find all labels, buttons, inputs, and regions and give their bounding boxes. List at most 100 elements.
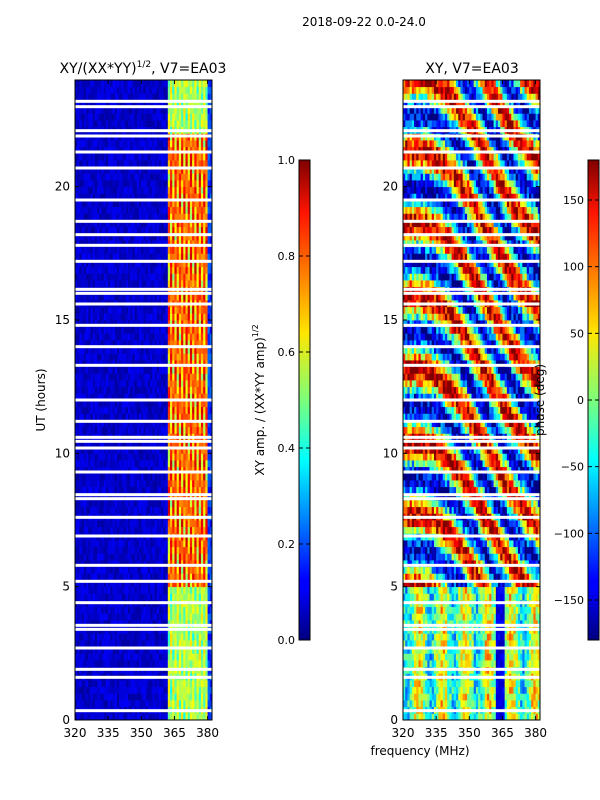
amplitude-cell (75, 373, 78, 381)
amplitude-cell (128, 413, 131, 421)
amplitude-cell (79, 580, 83, 588)
amplitude-cell (125, 520, 129, 528)
amplitude-cell (92, 573, 96, 581)
amplitude-cell (125, 280, 129, 288)
amplitude-cell (77, 293, 80, 301)
amplitude-cell (154, 186, 158, 194)
amplitude-cell (205, 580, 208, 588)
amplitude-cell (145, 273, 149, 281)
amplitude-cell (110, 366, 113, 374)
amplitude-cell (97, 373, 100, 381)
amplitude-cell (200, 700, 204, 708)
amplitude-cell (116, 340, 120, 348)
amplitude-cell (75, 213, 78, 221)
amplitude-cell (167, 326, 171, 334)
amplitude-cell (192, 386, 195, 394)
amplitude-cell (167, 573, 171, 581)
amplitude-cell (163, 206, 166, 214)
amplitude-cell (110, 253, 113, 261)
amplitude-cell (77, 686, 80, 694)
amplitude-cell (128, 700, 131, 708)
amplitude-cell (75, 273, 78, 281)
amplitude-cell (83, 546, 87, 554)
amplitude-cell (81, 526, 85, 534)
amplitude-cell (134, 320, 138, 328)
amplitude-cell (165, 526, 169, 534)
amplitude-cell (207, 560, 211, 568)
amplitude-cell (114, 340, 118, 348)
amplitude-cell (194, 646, 197, 654)
amplitude-cell (161, 326, 164, 334)
amplitude-cell (150, 453, 153, 461)
amplitude-cell (79, 200, 83, 208)
amplitude-cell (203, 393, 206, 401)
amplitude-cell (167, 420, 171, 428)
amplitude-cell (172, 413, 175, 421)
amplitude-cell (94, 660, 98, 668)
amplitude-cell (165, 546, 169, 554)
amplitude-cell (92, 406, 96, 414)
amplitude-cell (189, 553, 193, 561)
amplitude-cell (123, 713, 127, 720)
amplitude-cell (116, 400, 120, 408)
amplitude-cell (125, 393, 129, 401)
amplitude-cell (176, 440, 180, 448)
amplitude-cell (88, 213, 91, 221)
amplitude-cell (79, 246, 83, 254)
amplitude-cell (154, 713, 158, 720)
amplitude-cell (192, 553, 195, 561)
amplitude-cell (130, 620, 133, 628)
amplitude-cell (158, 386, 162, 394)
amplitude-cell (203, 280, 206, 288)
amplitude-cell (165, 406, 169, 414)
amplitude-cell (94, 186, 98, 194)
amplitude-cell (150, 360, 153, 368)
amplitude-cell (185, 360, 189, 368)
amplitude-cell (125, 240, 129, 248)
amplitude-cell (163, 273, 166, 281)
amplitude-cell (141, 213, 144, 221)
amplitude-cell (83, 293, 87, 301)
amplitude-cell (170, 386, 173, 394)
amplitude-cell (143, 700, 147, 708)
amplitude-cell (105, 386, 109, 394)
amplitude-cell (154, 526, 158, 534)
amplitude-cell (158, 633, 162, 641)
amplitude-cell (209, 413, 212, 421)
amplitude-cell (141, 220, 144, 228)
amplitude-cell (123, 500, 127, 508)
amplitude-cell (207, 406, 211, 414)
amplitude-cell (105, 553, 109, 561)
amplitude-cell (105, 486, 109, 494)
amplitude-cell (114, 280, 118, 288)
amplitude-cell (77, 226, 80, 234)
amplitude-cell (154, 213, 158, 221)
amplitude-cell (139, 680, 142, 688)
amplitude-cell (172, 546, 175, 554)
amplitude-cell (194, 526, 197, 534)
amplitude-cell (145, 560, 149, 568)
amplitude-cell (77, 266, 80, 274)
amplitude-cell (119, 586, 122, 594)
amplitude-cell (83, 500, 87, 508)
amplitude-cell (207, 220, 211, 228)
amplitude-cell (207, 553, 211, 561)
amplitude-cell (134, 293, 138, 301)
amplitude-cell (105, 186, 109, 194)
amplitude-cell (189, 420, 193, 428)
amplitude-cell (136, 586, 140, 594)
amplitude-cell (83, 220, 87, 228)
amplitude-cell (147, 466, 151, 474)
amplitude-cell (86, 546, 89, 554)
amplitude-cell (143, 660, 147, 668)
amplitude-cell (92, 606, 96, 614)
amplitude-cell (161, 313, 164, 321)
amplitude-cell (116, 226, 120, 234)
amplitude-cell (209, 606, 212, 614)
amplitude-cell (97, 386, 100, 394)
amplitude-cell (158, 526, 162, 534)
amplitude-cell (130, 220, 133, 228)
amplitude-cell (86, 326, 89, 334)
amplitude-cell (167, 193, 171, 201)
amplitude-cell (185, 593, 189, 601)
